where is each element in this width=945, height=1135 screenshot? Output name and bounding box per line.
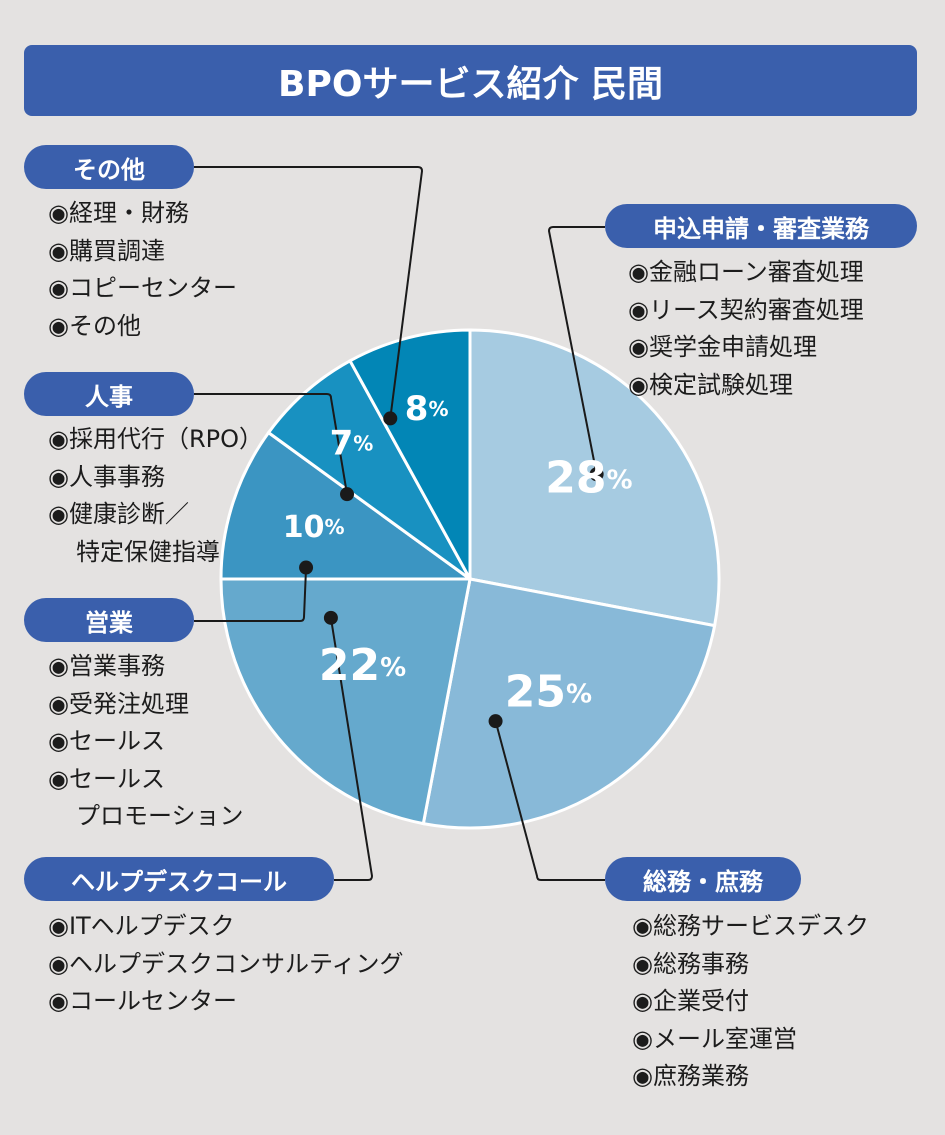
anchor-dot-helpdesk [323,610,338,625]
list-item: ◉購買調達 [48,236,165,265]
list-item: 特定保健指導 [76,537,220,566]
category-label-other: その他 [24,145,194,189]
list-item: ◉コールセンター [48,987,237,1015]
data-label-general-affairs: 25% [505,666,592,717]
pie-slice-hr [266,358,472,581]
anchor-dot-general-affairs [488,714,503,729]
anchor-dot-other [383,411,398,426]
category-label-hr: 人事 [24,372,194,416]
anchor-dot-hr [340,487,355,502]
category-list-hr: ◉採用代行（RPO） ◉人事事務 ◉健康診断／ 特定保健指導 [48,421,263,571]
list-item: ◉ヘルプデスクコンサルティング [48,949,404,978]
category-label-helpdesk: ヘルプデスクコール [24,857,334,901]
category-list-other: ◉経理・財務 ◉購買調達 ◉コピーセンター ◉その他 [48,195,237,345]
pie-slice-general-affairs [421,577,717,830]
list-item: ◉その他 [48,311,141,340]
leader-line-helpdesk [329,617,374,881]
list-item: ◉リース契約審査処理 [628,295,864,324]
pie-slice-helpdesk [219,577,472,826]
list-item: ◉ITヘルプデスク [48,912,235,940]
leader-line-application-review [547,226,605,475]
list-item: ◉検定試験処理 [628,370,793,399]
list-item: ◉セールス [48,727,165,755]
category-list-application-review: ◉金融ローン審査処理 ◉リース契約審査処理 ◉奨学金申請処理 ◉検定試験処理 [628,254,864,404]
list-item: ◉コピーセンター [48,274,237,302]
leader-line-hr [194,393,349,495]
category-list-sales: ◉営業事務 ◉受発注処理 ◉セールス ◉セールス プロモーション [48,648,244,836]
list-item: ◉メール室運営 [632,1024,797,1053]
pie-slice-sales [219,430,475,581]
category-label-sales: 営業 [24,598,194,642]
page-title: BPOサービス紹介 民間 [24,45,917,116]
category-list-helpdesk: ◉ITヘルプデスク ◉ヘルプデスクコンサルティング ◉コールセンター [48,908,404,1021]
data-label-sales: 10% [283,510,345,545]
list-item: ◉企業受付 [632,987,749,1015]
list-item: ◉金融ローン審査処理 [628,258,864,286]
list-item: ◉総務事務 [632,949,749,978]
list-item: ◉経理・財務 [48,199,189,227]
category-list-general-affairs: ◉総務サービスデスク ◉総務事務 ◉企業受付 ◉メール室運営 ◉庶務業務 [632,908,869,1096]
anchor-dot-sales [299,560,314,575]
pie-slice-other [348,328,472,580]
list-item: プロモーション [76,802,244,830]
anchor-dot-application-review [589,467,604,482]
data-label-application-review: 28% [545,453,632,504]
category-label-general-affairs: 総務・庶務 [605,857,801,901]
list-item: ◉奨学金申請処理 [628,333,817,361]
leader-line-other [194,166,424,419]
list-item: ◉営業事務 [48,652,165,680]
list-item: ◉庶務業務 [632,1062,749,1090]
leader-line-sales [194,567,308,622]
list-item: ◉健康診断／ [48,500,189,528]
list-item: ◉人事事務 [48,462,165,491]
data-label-helpdesk: 22% [319,640,406,691]
list-item: ◉採用代行（RPO） [48,425,263,453]
category-label-application-review: 申込申請・審査業務 [605,204,917,248]
list-item: ◉総務サービスデスク [632,912,869,940]
data-label-hr: 7% [330,423,374,463]
list-item: ◉受発注処理 [48,689,189,718]
data-label-other: 8% [405,389,449,429]
list-item: ◉セールス [48,764,165,793]
leader-line-general-affairs [494,720,605,881]
